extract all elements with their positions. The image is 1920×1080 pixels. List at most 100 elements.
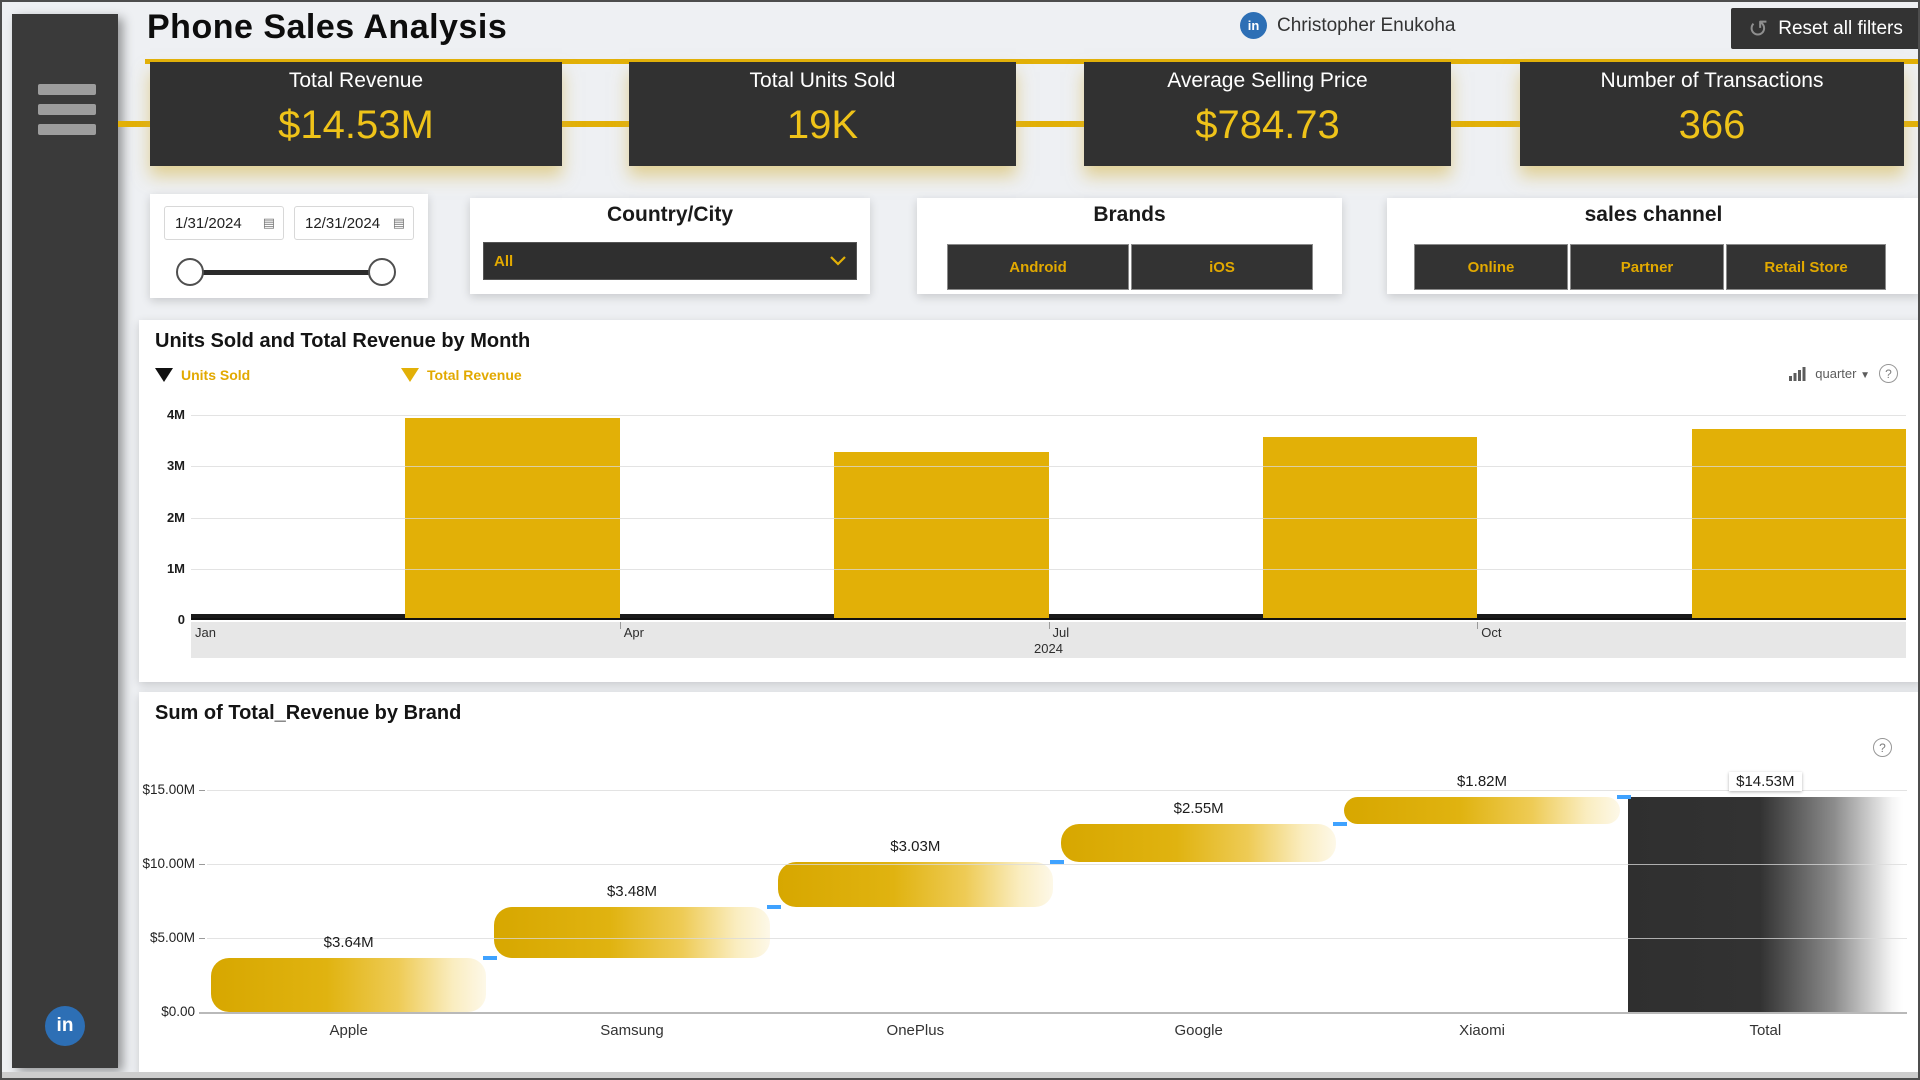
title-underline — [145, 59, 1918, 64]
drill-bars-icon — [1789, 367, 1806, 381]
waterfall-bar-samsung[interactable] — [494, 906, 770, 959]
drill-level-label: quarter — [1815, 366, 1857, 381]
kpi-card-total-units-sold[interactable]: Total Units Sold 19K — [629, 62, 1016, 166]
channel-button-partner[interactable]: Partner — [1570, 244, 1724, 290]
units-sold-bar[interactable] — [191, 614, 406, 620]
chevron-down-icon — [830, 256, 846, 266]
start-date-input[interactable] — [173, 213, 261, 233]
y-tick-label: $15.00M — [142, 782, 195, 797]
help-icon[interactable]: ? — [1879, 364, 1898, 383]
channel-button-online[interactable]: Online — [1414, 244, 1568, 290]
sidebar: in — [12, 14, 118, 1068]
waterfall-category-label: Apple — [329, 1022, 368, 1039]
kpi-connector-line — [118, 121, 1918, 127]
waterfall-category-label: OnePlus — [886, 1022, 945, 1039]
total-revenue-bar[interactable] — [1691, 428, 1906, 620]
x-tick-label: Jul — [1052, 625, 1070, 640]
waterfall-connector — [1616, 795, 1631, 800]
waterfall-connector — [1050, 859, 1064, 864]
date-slider-track[interactable] — [176, 258, 396, 286]
kpi-label: Total Revenue — [288, 69, 424, 92]
bars-row — [191, 415, 1906, 620]
calendar-icon[interactable]: ▤ — [262, 215, 275, 231]
country-city-dropdown[interactable]: All — [483, 242, 857, 280]
waterfall-connector — [1333, 822, 1348, 827]
legend-label: Total Revenue — [427, 367, 522, 383]
calendar-icon[interactable]: ▤ — [392, 215, 405, 231]
hamburger-menu-icon[interactable] — [38, 84, 96, 144]
bottom-scroll-strip[interactable] — [2, 1072, 1918, 1078]
end-date-input[interactable] — [303, 213, 391, 233]
kpi-label: Total Units Sold — [749, 69, 896, 92]
waterfall-connector — [766, 904, 781, 909]
undo-icon: ↺ — [1748, 14, 1769, 43]
kpi-card-average-selling-price[interactable]: Average Selling Price $784.73 — [1084, 62, 1451, 166]
y-tick-label: $0.00 — [161, 1004, 195, 1019]
waterfall-bar-apple[interactable] — [211, 958, 487, 1012]
channel-button-retail-store[interactable]: Retail Store — [1726, 244, 1886, 290]
help-icon[interactable]: ? — [1873, 738, 1892, 757]
hamburger-bar — [38, 84, 96, 95]
kpi-value: 19K — [786, 103, 859, 147]
x-axis-line — [191, 618, 1906, 620]
waterfall-bar-google[interactable] — [1061, 824, 1337, 862]
waterfall-connector — [483, 956, 498, 961]
drill-level-dropdown[interactable]: quarter ▼ — [1815, 366, 1870, 381]
waterfall-category-label: Google — [1174, 1022, 1223, 1039]
y-tick-label: 4M — [166, 407, 185, 422]
start-date-field[interactable]: ▤ — [164, 206, 284, 240]
brands-slicer: Brands Android iOS — [917, 198, 1342, 294]
date-range-slicer: ▤ ▤ — [150, 194, 428, 298]
kpi-card-total-revenue[interactable]: Total Revenue $14.53M — [150, 62, 562, 166]
waterfall-plot: $3.64M Apple $3.48M Samsung $3.03M OnePlus $2.… — [199, 771, 1907, 1039]
y-tick-mark — [199, 864, 205, 865]
legend-item-units-sold[interactable]: Units Sold — [155, 367, 250, 383]
gridline — [207, 790, 1907, 791]
units-sold-bar[interactable] — [1477, 614, 1692, 620]
date-slider-handle-start[interactable] — [176, 258, 204, 286]
hamburger-bar — [38, 104, 96, 115]
reset-all-filters-button[interactable]: ↺ Reset all filters — [1731, 8, 1918, 49]
gridline — [191, 466, 1906, 468]
end-date-field[interactable]: ▤ — [294, 206, 414, 240]
bar-chart-plot — [191, 415, 1906, 620]
x-axis-line — [199, 1012, 1907, 1014]
y-tick-label: $5.00M — [149, 930, 195, 945]
waterfall-category-label: Total — [1749, 1022, 1782, 1039]
legend-triangle-icon — [401, 368, 419, 382]
bar-chart-title: Units Sold and Total Revenue by Month — [155, 330, 531, 352]
kpi-value: $14.53M — [278, 103, 434, 147]
linkedin-icon[interactable]: in — [45, 1006, 85, 1046]
waterfall-data-label: $2.55M — [1173, 800, 1224, 818]
gridline — [207, 864, 1907, 865]
x-axis-year-label: 2024 — [1034, 641, 1063, 656]
hamburger-bar — [38, 124, 96, 135]
waterfall-bar-xiaomi[interactable] — [1344, 797, 1620, 825]
total-revenue-bar[interactable] — [405, 417, 620, 620]
waterfall-total-bar[interactable] — [1627, 796, 1903, 1012]
y-tick-label: 1M — [166, 560, 185, 576]
x-tick-mark — [1477, 622, 1479, 629]
legend-item-total-revenue[interactable]: Total Revenue — [401, 367, 522, 383]
legend-triangle-icon — [155, 368, 173, 382]
x-tick-label: Oct — [1481, 625, 1502, 640]
kpi-card-number-of-transactions[interactable]: Number of Transactions 366 — [1520, 62, 1904, 166]
linkedin-icon[interactable]: in — [1240, 12, 1267, 39]
waterfall-chart-panel: Sum of Total_Revenue by Brand ? $3.64M Ap… — [139, 692, 1918, 1074]
units-sold-bar[interactable] — [1048, 614, 1263, 620]
waterfall-data-label: $1.82M — [1456, 773, 1508, 791]
waterfall-bar-oneplus[interactable] — [777, 861, 1053, 907]
kpi-value: 366 — [1678, 103, 1746, 147]
sales-channel-slicer: sales channel Online Partner Retail Stor… — [1387, 198, 1918, 294]
units-sold-bar[interactable] — [619, 614, 835, 620]
y-tick-label: $10.00M — [142, 856, 195, 871]
x-tick-label: Jan — [195, 625, 216, 640]
date-slider-handle-end[interactable] — [368, 258, 396, 286]
legend-label: Units Sold — [181, 367, 251, 383]
chart-toolbar: quarter ▼ ? — [1789, 364, 1898, 383]
total-revenue-bar[interactable] — [1262, 437, 1478, 620]
total-revenue-bar[interactable] — [834, 452, 1049, 620]
x-tick-label: Apr — [623, 625, 644, 640]
brand-button-android[interactable]: Android — [947, 244, 1129, 290]
brand-button-ios[interactable]: iOS — [1131, 244, 1313, 290]
